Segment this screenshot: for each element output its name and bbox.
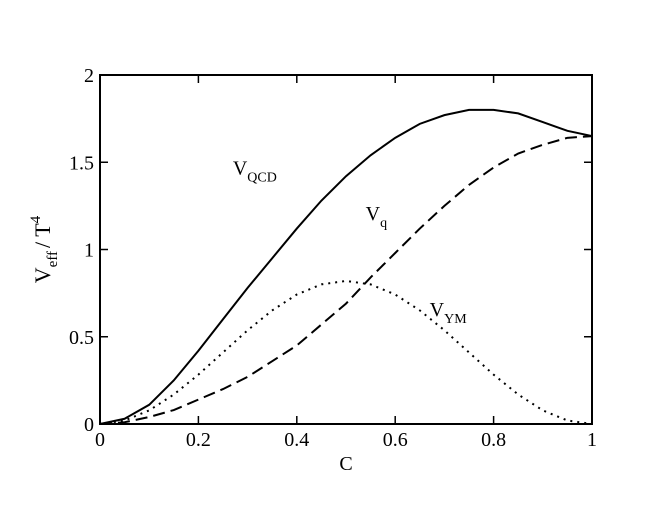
y-tick-label: 1 xyxy=(84,240,94,262)
x-tick-label: 0.8 xyxy=(481,429,506,451)
series-line xyxy=(99,279,593,425)
y-axis-label: Veff / T4 xyxy=(28,215,61,283)
ylabel-mid: / T xyxy=(30,223,55,248)
label-sub: YM xyxy=(444,312,467,327)
label-base: V xyxy=(430,299,445,321)
y-tick-label: 0 xyxy=(84,414,94,436)
y-tick-label: 2 xyxy=(84,65,94,87)
plot-frame xyxy=(99,74,593,425)
label-sub: QCD xyxy=(247,170,277,185)
label-sub: q xyxy=(380,216,387,231)
label-base: V xyxy=(233,157,248,179)
series-line xyxy=(99,108,593,425)
x-tick-label: 0 xyxy=(95,429,105,451)
series-label: Vq xyxy=(366,203,387,231)
x-tick-label: 0.4 xyxy=(284,429,309,451)
ylabel-base: V xyxy=(30,267,55,283)
series-label: VYM xyxy=(430,299,468,327)
x-tick-label: 0.2 xyxy=(186,429,211,451)
y-tick-label: 1.5 xyxy=(69,152,94,174)
series-label: VQCD xyxy=(233,157,277,185)
x-tick-label: 0.6 xyxy=(383,429,408,451)
x-axis-label: C xyxy=(339,453,352,475)
series-line xyxy=(99,135,593,425)
x-tick-label: 1 xyxy=(587,429,597,451)
ylabel-sup: 4 xyxy=(28,215,44,223)
label-base: V xyxy=(366,203,381,225)
y-tick-label: 0.5 xyxy=(69,327,94,349)
ylabel-sub: eff xyxy=(45,251,61,267)
